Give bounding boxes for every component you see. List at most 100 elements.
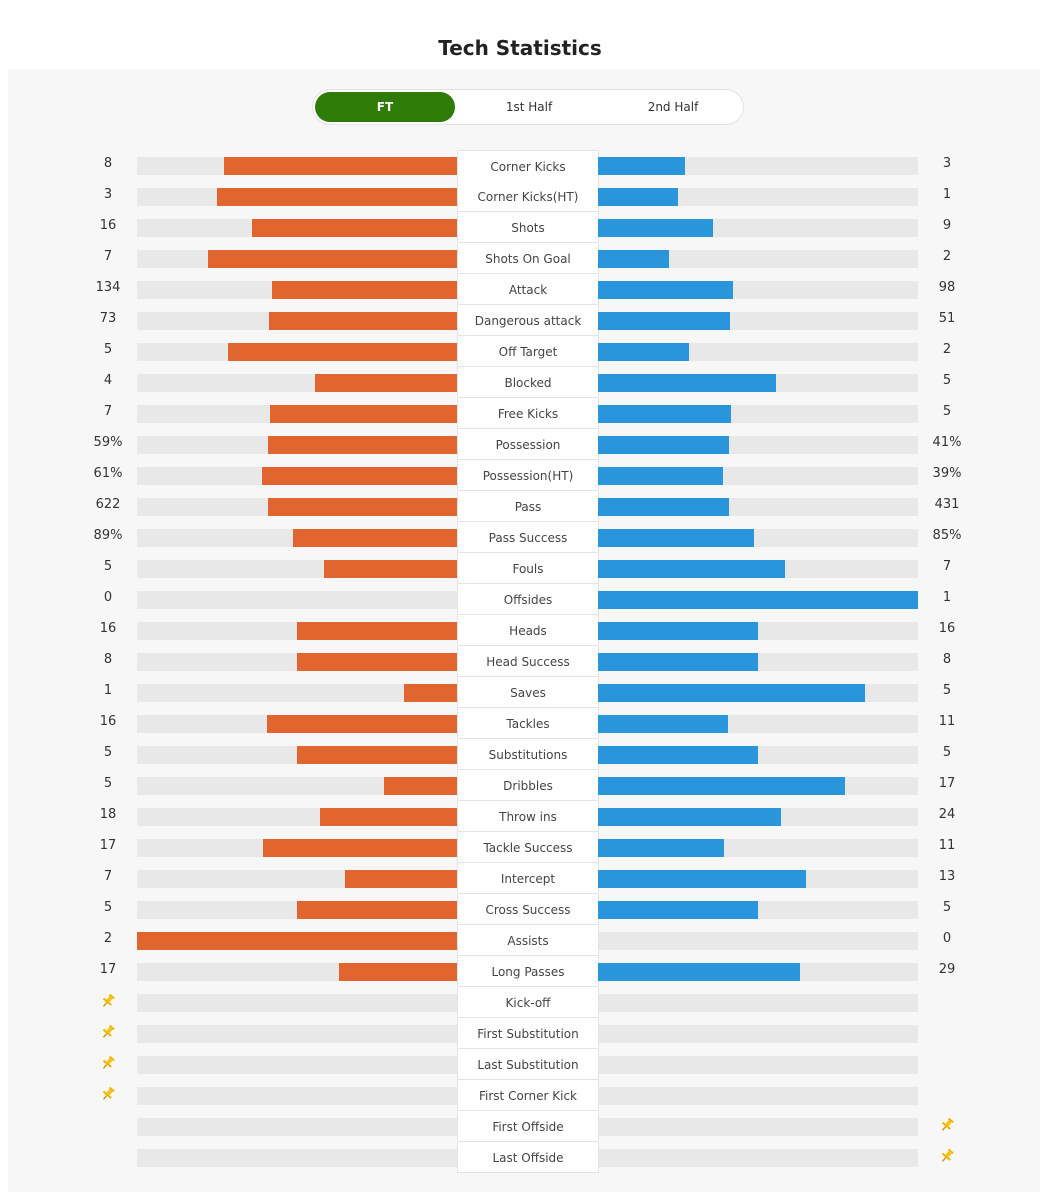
tab[interactable]: 2nd Half [647,100,699,114]
away-value: 0 [942,931,952,946]
home-bar [345,870,457,888]
home-value: 3 [103,187,113,202]
track [598,1118,918,1136]
stat-label: Assists [457,925,599,956]
track [137,1118,457,1136]
stat-label: Off Target [457,336,599,367]
away-value: 13 [938,869,956,884]
track [137,994,457,1012]
home-bar [268,312,457,330]
home-bar [224,157,457,175]
home-value: 18 [99,807,117,822]
stat-label: Pass [457,491,599,522]
home-value: 59% [93,435,123,450]
away-value: 24 [938,807,956,822]
away-bar [598,498,729,516]
away-value: 17 [938,776,956,791]
track [137,591,457,609]
tab-bar: FT 1st Half 2nd Half [312,89,744,125]
away-value: 2 [942,342,952,357]
home-bar [403,684,457,702]
pin-icon [941,1148,954,1162]
track [598,1025,918,1043]
home-bar [319,808,457,826]
tab[interactable]: 1st Half [505,100,553,114]
stat-label: First Corner Kick [457,1080,599,1111]
away-bar [598,281,734,299]
pin-icon [102,1055,115,1069]
stat-label: Intercept [457,863,599,894]
home-bar [293,529,457,547]
home-bar [323,560,457,578]
away-value: 5 [942,745,952,760]
home-bar [314,374,457,392]
home-bar [267,498,457,516]
stat-label: Last Substitution [457,1049,599,1080]
home-value: 0 [103,590,113,605]
home-value: 17 [99,962,117,977]
stat-label: Attack [457,274,599,305]
home-bar [217,188,457,206]
home-value: 61% [93,466,123,481]
home-value: 5 [103,776,113,791]
home-bar [137,932,457,950]
away-value: 11 [938,838,956,853]
away-bar [598,188,678,206]
track [598,1087,918,1105]
away-value: 5 [942,404,952,419]
home-bar [267,715,457,733]
away-value: 1 [942,590,952,605]
pin-icon [102,1024,115,1038]
away-bar [598,653,758,671]
tab[interactable]: FT [315,92,455,122]
away-value: 2 [942,249,952,264]
home-value: 7 [103,869,113,884]
home-value: 134 [95,280,121,295]
away-value: 431 [934,497,960,512]
away-bar [598,560,785,578]
home-bar [297,653,457,671]
away-value: 1 [942,187,952,202]
stat-label: Head Success [457,646,599,677]
stat-label: Possession [457,429,599,460]
stat-label: Throw ins [457,801,599,832]
away-value: 5 [942,373,952,388]
home-value: 16 [99,714,117,729]
home-bar [297,901,457,919]
home-bar [384,777,457,795]
stat-label: Shots [457,212,599,243]
home-bar [268,436,457,454]
track [137,1056,457,1074]
away-value: 3 [942,156,952,171]
away-value: 7 [942,559,952,574]
stat-label: Corner Kicks(HT) [457,181,599,212]
home-value: 5 [103,559,113,574]
home-bar [297,746,457,764]
home-value: 1 [103,683,113,698]
home-bar [262,839,457,857]
stat-label: Fouls [457,553,599,584]
track [598,932,918,950]
stat-label: Pass Success [457,522,599,553]
home-value: 8 [103,652,113,667]
track [598,188,918,206]
home-bar [270,405,457,423]
away-bar [598,529,755,547]
home-value: 89% [93,528,123,543]
stat-label: Offsides [457,584,599,615]
home-bar [338,963,457,981]
away-value: 5 [942,900,952,915]
stat-label: Heads [457,615,599,646]
pin-icon [102,993,115,1007]
away-bar [598,808,781,826]
away-bar [598,963,800,981]
away-bar [598,343,690,361]
track [137,1025,457,1043]
stat-label: Free Kicks [457,398,599,429]
pin-icon [941,1117,954,1131]
away-bar [598,312,730,330]
away-bar [598,436,730,454]
away-value: 51 [938,311,956,326]
home-value: 16 [99,621,117,636]
